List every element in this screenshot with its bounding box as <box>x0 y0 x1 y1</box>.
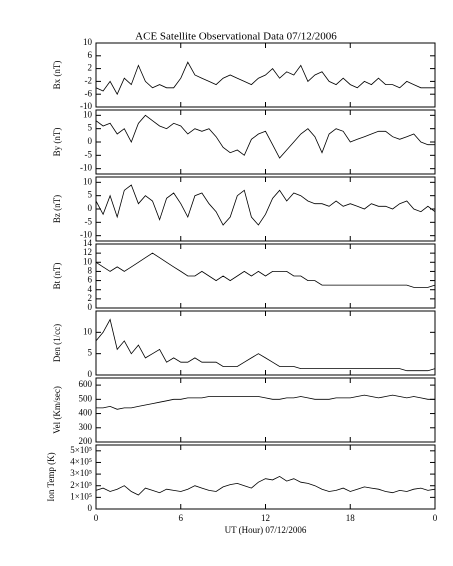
y-axis-title: By (nT) <box>52 128 62 157</box>
y-tick-label: 5 <box>88 348 93 358</box>
y-tick-label: 6 <box>88 50 93 60</box>
y-axis-title: Ion Temp (K) <box>46 452 56 501</box>
data-line <box>95 252 436 288</box>
y-tick-label: 12 <box>83 247 92 257</box>
y-tick-label: 2 <box>88 63 93 73</box>
y-tick-label: 8 <box>88 265 93 275</box>
y-tick-label: 400 <box>79 408 93 418</box>
chart-title: ACE Satellite Observational Data 07/12/2… <box>135 31 337 43</box>
y-tick-label: -10 <box>80 230 92 240</box>
data-line <box>95 114 435 159</box>
y-tick-label: 4 <box>88 284 93 294</box>
x-tick-label: 12 <box>261 513 270 523</box>
panel-frame <box>95 109 436 175</box>
data-line <box>95 184 436 226</box>
panel-frame <box>95 444 436 510</box>
y-tick-label: 0 <box>88 503 93 513</box>
y-tick-label: 6 <box>88 275 93 285</box>
y-tick-label: 0 <box>88 302 93 312</box>
y-tick-label: 14 <box>83 238 93 248</box>
x-axis-title: UT (Hour) 07/12/2006 <box>225 525 307 535</box>
y-tick-label: 5×10⁵ <box>70 445 92 455</box>
y-tick-label: 1×10⁵ <box>70 491 92 501</box>
y-tick-label: -2 <box>85 75 93 85</box>
x-tick-label: 6 <box>179 513 184 523</box>
y-tick-label: -6 <box>85 88 93 98</box>
y-axis-title: Vel (Km/sec) <box>52 386 62 434</box>
y-tick-label: 5 <box>88 190 93 200</box>
y-axis-title: Bx (nT) <box>52 61 62 90</box>
y-tick-label: 0 <box>88 369 93 379</box>
y-tick-label: -10 <box>80 163 92 173</box>
y-axis-title: Bt (nT) <box>52 263 62 290</box>
data-line <box>95 318 436 372</box>
panel-frame <box>95 310 436 376</box>
y-tick-label: 2×10⁵ <box>70 480 92 490</box>
y-tick-label: 2 <box>88 293 93 303</box>
data-line <box>96 394 435 410</box>
y-tick-label: -5 <box>85 149 93 159</box>
y-tick-label: 10 <box>83 176 93 186</box>
y-tick-label: 10 <box>83 37 93 47</box>
y-tick-label: 600 <box>79 379 93 389</box>
y-tick-label: 4×10⁵ <box>70 457 92 467</box>
data-line <box>95 475 436 496</box>
y-tick-label: -5 <box>85 216 93 226</box>
y-tick-label: 300 <box>79 422 93 432</box>
data-line <box>95 61 435 96</box>
y-tick-label: 10 <box>83 256 93 266</box>
y-axis-title: Bz (nT) <box>52 195 62 223</box>
y-tick-label: 200 <box>79 436 93 446</box>
y-axis-title: Den (1/cc) <box>52 324 62 362</box>
x-tick-label: 0 <box>94 513 99 523</box>
panel-frame <box>95 377 436 443</box>
y-tick-label: 10 <box>83 109 93 119</box>
x-tick-label: 0 <box>433 513 438 523</box>
y-tick-label: 0 <box>88 136 93 146</box>
y-tick-label: 5 <box>88 123 93 133</box>
y-tick-label: 10 <box>83 326 93 336</box>
panel-frame <box>95 176 436 242</box>
y-tick-label: -10 <box>80 101 92 111</box>
y-tick-label: 500 <box>79 393 93 403</box>
x-tick-label: 18 <box>346 513 356 523</box>
y-tick-label: 3×10⁵ <box>70 468 92 478</box>
y-tick-label: 0 <box>88 203 93 213</box>
